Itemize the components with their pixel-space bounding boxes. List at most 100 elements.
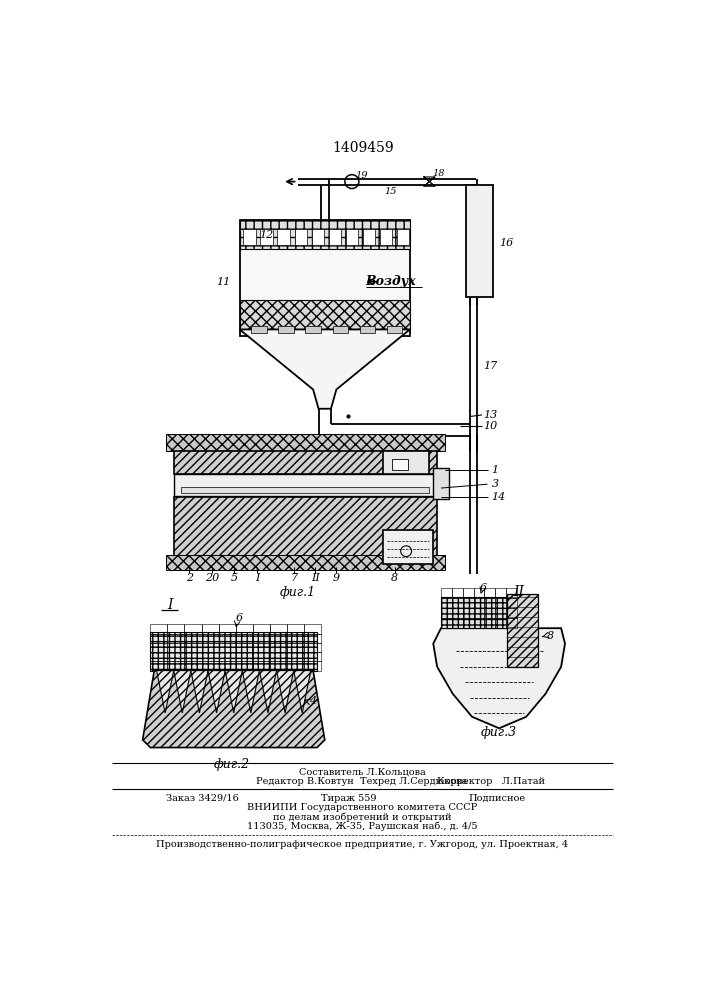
Bar (452, 618, 462, 628)
Text: фиг.3: фиг.3 (481, 726, 518, 739)
Bar (441, 588, 452, 598)
Bar (252, 634, 270, 643)
Bar (495, 618, 506, 628)
Text: Производственно-полиграфическое предприятие, г. Ужгород, ул. Проектная, 4: Производственно-полиграфическое предприя… (156, 840, 568, 849)
Bar (240, 300, 410, 329)
Text: 5: 5 (230, 573, 238, 583)
Bar (151, 643, 168, 652)
Bar (218, 643, 235, 652)
Bar (166, 555, 445, 570)
Bar (151, 661, 168, 671)
Text: Подписное: Подписное (468, 794, 525, 803)
Bar (240, 220, 410, 336)
Bar (462, 588, 474, 598)
Bar (218, 624, 235, 634)
Bar (452, 588, 462, 598)
Bar (484, 608, 495, 618)
Text: 18: 18 (433, 169, 445, 178)
Polygon shape (156, 671, 174, 713)
Bar (218, 634, 235, 643)
Text: 7: 7 (290, 573, 298, 583)
Bar (506, 598, 517, 608)
Bar (185, 661, 201, 671)
Bar (332, 326, 348, 333)
Text: 113035, Москва, Ж-35, Раушская наб., д. 4/5: 113035, Москва, Ж-35, Раушская наб., д. … (247, 821, 477, 831)
Bar (168, 634, 185, 643)
Text: 2: 2 (185, 573, 193, 583)
Bar (287, 661, 304, 671)
Text: 13: 13 (484, 410, 498, 420)
Bar (235, 652, 252, 661)
Bar (185, 652, 201, 661)
Bar (168, 652, 185, 661)
Bar (218, 661, 235, 671)
Bar (392, 459, 408, 470)
Bar (495, 598, 506, 608)
Bar (474, 598, 484, 608)
Bar (452, 608, 462, 618)
Bar (466, 185, 493, 297)
Bar (441, 598, 452, 608)
Bar (346, 229, 358, 245)
Bar (240, 220, 410, 249)
Bar (168, 661, 185, 671)
Polygon shape (276, 671, 293, 713)
Bar (495, 608, 506, 618)
Bar (506, 618, 517, 628)
Bar (462, 598, 474, 608)
Bar (235, 634, 252, 643)
Bar (287, 634, 304, 643)
Bar (360, 326, 375, 333)
Bar (174, 451, 437, 474)
Bar (312, 229, 324, 245)
Text: 3: 3 (491, 479, 498, 489)
Text: 19: 19 (355, 171, 368, 180)
Bar (151, 652, 168, 661)
Polygon shape (433, 628, 565, 728)
Bar (251, 326, 267, 333)
Bar (277, 229, 290, 245)
Bar (474, 608, 484, 618)
Text: фиг.2: фиг.2 (214, 758, 250, 771)
Bar (484, 598, 495, 608)
Bar (304, 661, 321, 671)
Text: фиг.1: фиг.1 (279, 586, 316, 599)
Bar (252, 624, 270, 634)
Text: I: I (167, 598, 173, 612)
Bar (304, 634, 321, 643)
Bar (441, 597, 510, 628)
Bar (397, 229, 409, 245)
Text: 17: 17 (484, 361, 498, 371)
Polygon shape (225, 671, 243, 713)
Bar (270, 652, 287, 661)
Text: Корректор   Л.Патай: Корректор Л.Патай (438, 777, 545, 786)
Bar (270, 643, 287, 652)
Text: по делам изобретений и открытий: по делам изобретений и открытий (273, 812, 451, 822)
Bar (270, 661, 287, 671)
Bar (270, 634, 287, 643)
Bar (201, 624, 218, 634)
Bar (201, 643, 218, 652)
Bar (506, 588, 517, 598)
Text: Составитель Л.Кольцова: Составитель Л.Кольцова (298, 768, 426, 777)
Bar (151, 624, 168, 634)
Text: I: I (255, 573, 259, 583)
Bar (201, 661, 218, 671)
Polygon shape (259, 671, 276, 713)
Bar (383, 530, 433, 564)
Bar (452, 598, 462, 608)
Text: ВНИИПИ Государственного комитета СССР: ВНИИПИ Государственного комитета СССР (247, 803, 477, 812)
Text: 8: 8 (547, 631, 554, 641)
Bar (166, 434, 445, 451)
Bar (201, 652, 218, 661)
Bar (287, 624, 304, 634)
Bar (474, 618, 484, 628)
Text: 1: 1 (491, 465, 498, 475)
Bar (304, 624, 321, 634)
Polygon shape (208, 671, 225, 713)
Bar (252, 643, 270, 652)
Bar (185, 643, 201, 652)
Polygon shape (191, 671, 208, 713)
Polygon shape (174, 671, 191, 713)
Text: II: II (311, 573, 320, 583)
